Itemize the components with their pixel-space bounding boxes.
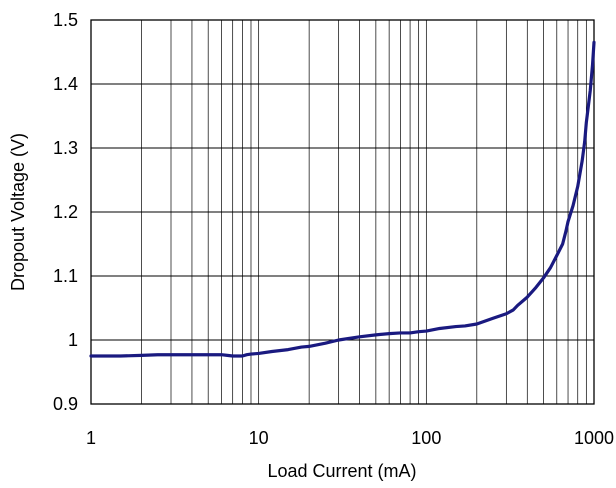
x-axis-tick-labels: 1 10 100 1000: [86, 428, 614, 448]
y-tick-label: 1.3: [53, 138, 78, 158]
grid-lines: [91, 20, 594, 404]
y-axis-label: Dropout Voltage (V): [8, 133, 28, 291]
x-tick-label: 1000: [574, 428, 614, 448]
x-tick-label: 1: [86, 428, 96, 448]
dropout-voltage-series-line: [89, 40, 596, 358]
series-layer: [89, 40, 596, 358]
x-tick-label: 100: [411, 428, 441, 448]
y-axis-tick-labels: 0.9 1 1.1 1.2 1.3 1.4 1.5: [53, 10, 78, 414]
x-axis-label: Load Current (mA): [267, 461, 416, 481]
y-tick-label: 1.5: [53, 10, 78, 30]
y-tick-label: 1: [68, 330, 78, 350]
plot-area-frame: [90, 19, 595, 405]
y-tick-label: 0.9: [53, 394, 78, 414]
y-tick-label: 1.4: [53, 74, 78, 94]
y-tick-label: 1.2: [53, 202, 78, 222]
y-tick-label: 1.1: [53, 266, 78, 286]
x-tick-label: 10: [249, 428, 269, 448]
